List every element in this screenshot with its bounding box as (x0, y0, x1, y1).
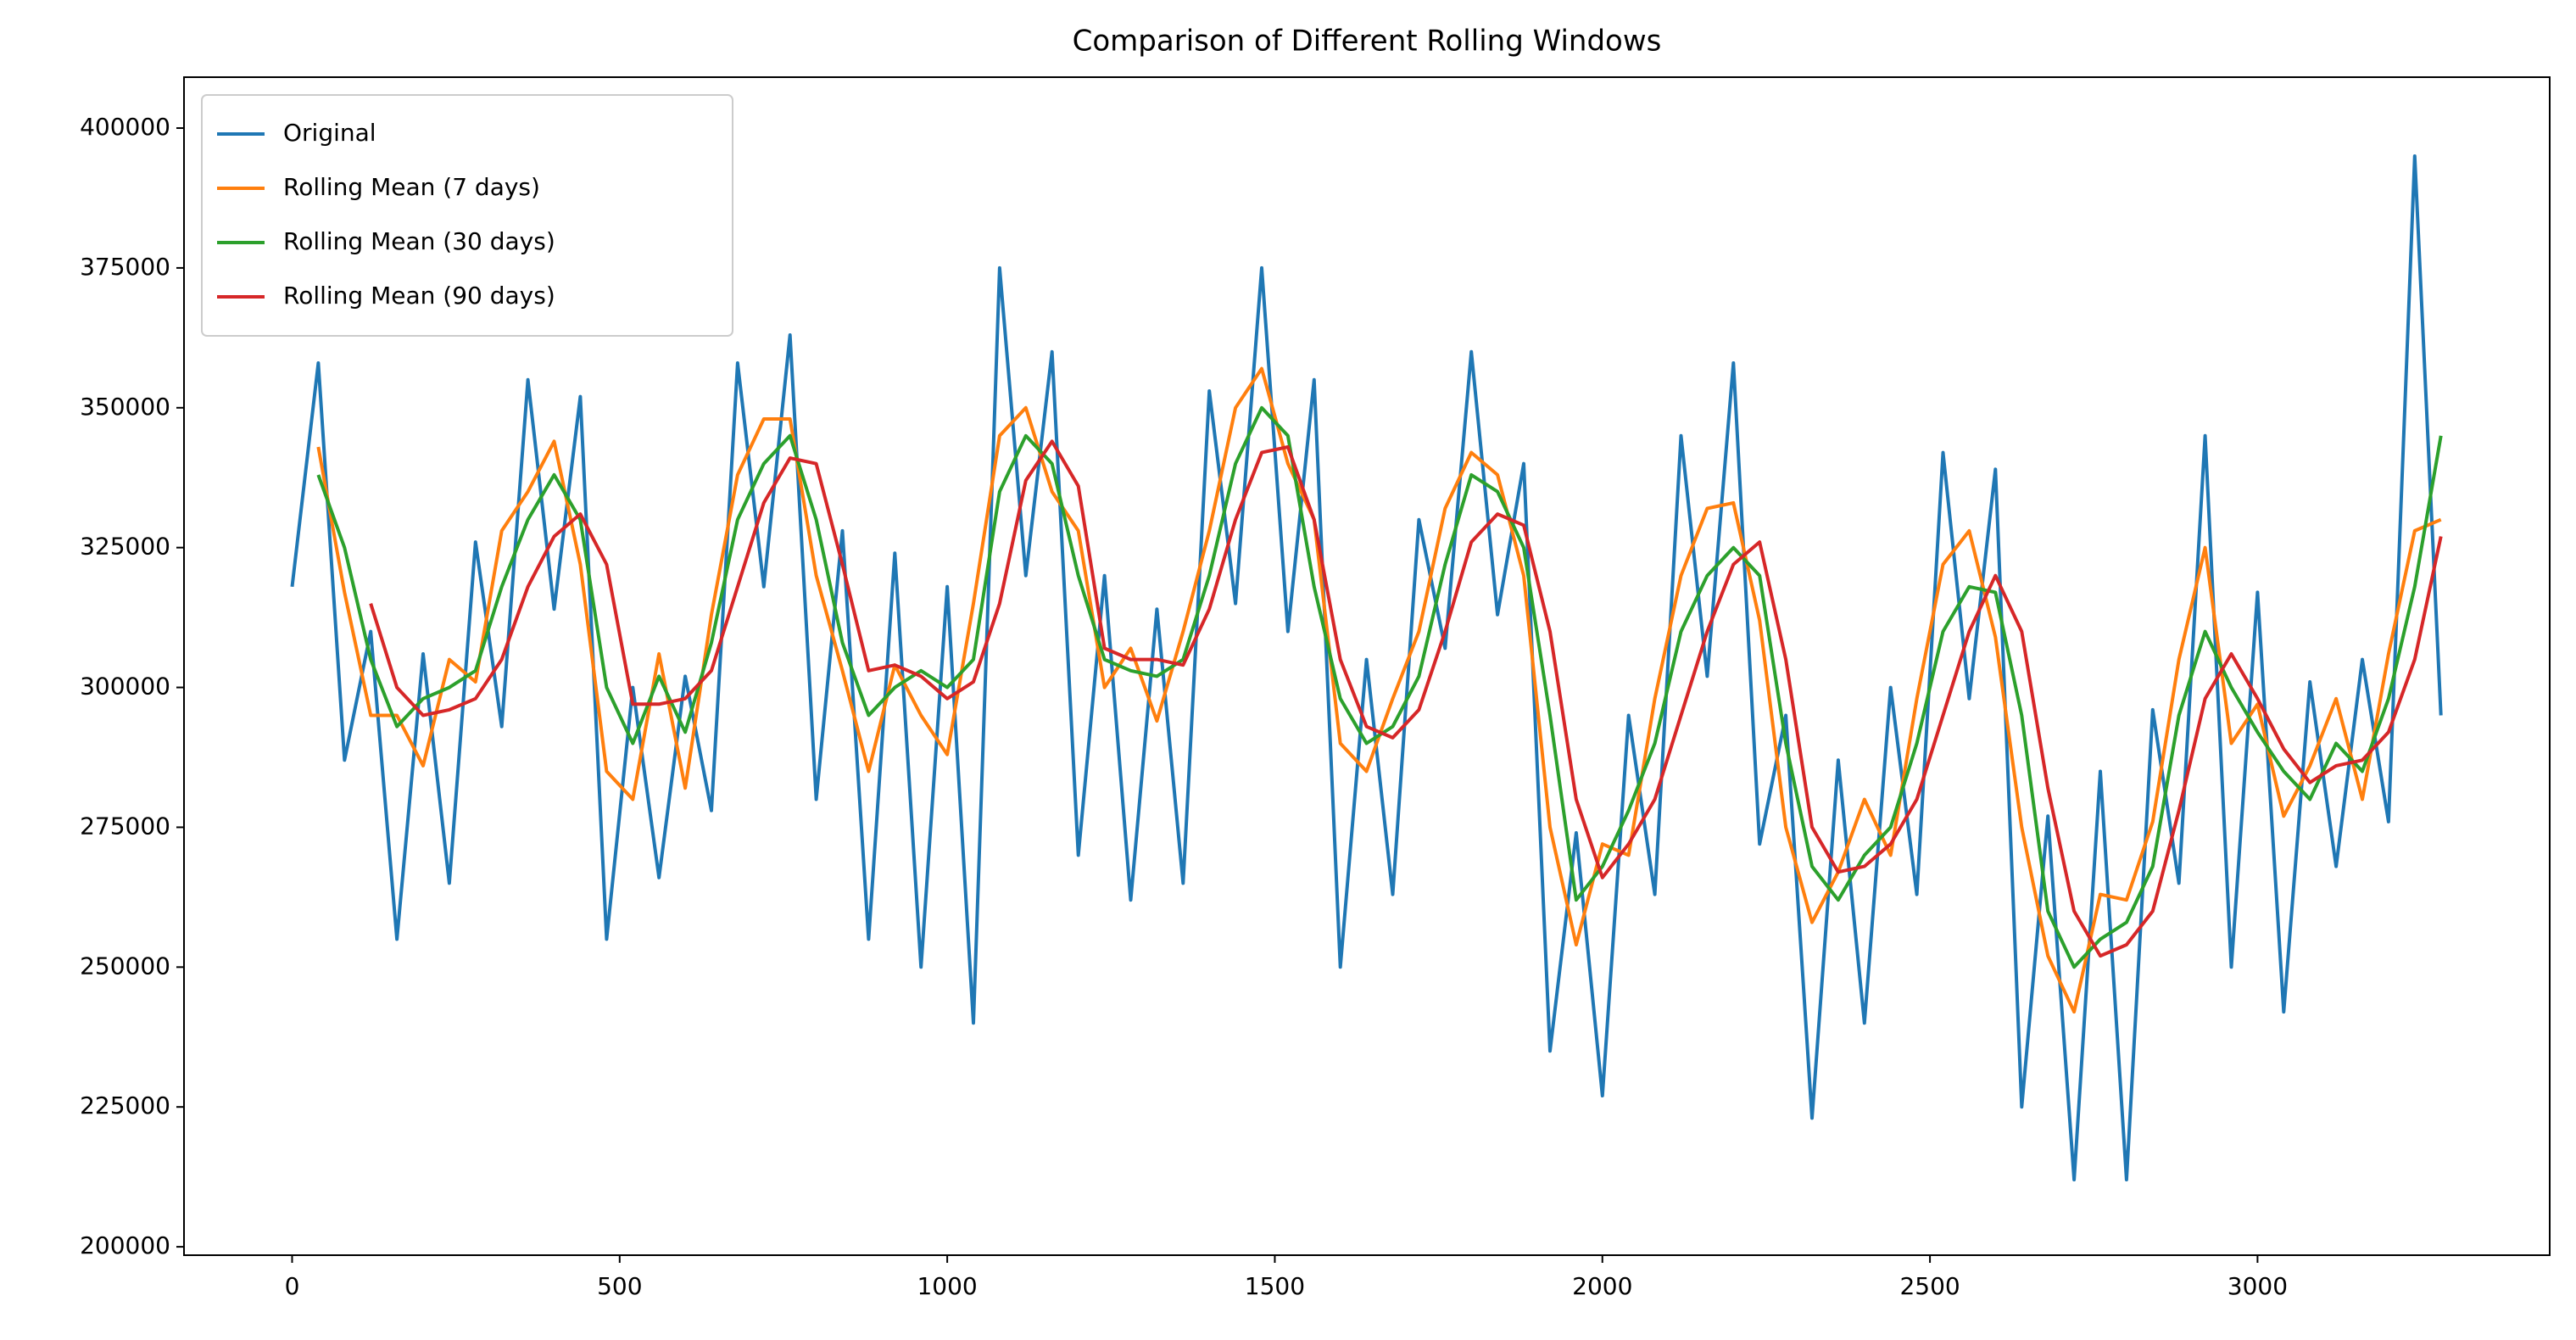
chart-title: Comparison of Different Rolling Windows (1073, 25, 1662, 59)
x-tick-label: 1500 (1245, 1272, 1305, 1300)
legend: Original Rolling Mean (7 days) Rolling Mea… (201, 94, 733, 337)
axes-frame (183, 76, 2551, 1256)
x-tick-label: 2000 (1572, 1272, 1632, 1300)
y-tick-label: 225000 (80, 1092, 170, 1119)
x-tick-label: 500 (597, 1272, 642, 1300)
y-tick-label: 375000 (80, 253, 170, 281)
y-tick-label: 300000 (80, 673, 170, 701)
y-tick-label: 400000 (80, 113, 170, 141)
legend-label: Rolling Mean (7 days) (283, 173, 540, 201)
y-tick-label: 350000 (80, 393, 170, 421)
series-line (290, 154, 2443, 1181)
x-tick-label: 3000 (2228, 1272, 2288, 1300)
series-line (369, 439, 2443, 958)
y-tick-label: 200000 (80, 1231, 170, 1259)
x-tick-label: 2500 (1899, 1272, 1960, 1300)
legend-label: Rolling Mean (90 days) (283, 282, 555, 310)
series-line (316, 405, 2443, 969)
y-tick-label: 250000 (80, 952, 170, 980)
x-tick-label: 0 (285, 1272, 300, 1300)
legend-label: Original (283, 119, 376, 147)
y-tick-label: 325000 (80, 533, 170, 561)
plot-area (290, 154, 2443, 1181)
legend-label: Rolling Mean (30 days) (283, 227, 555, 255)
x-tick-label: 1000 (917, 1272, 977, 1300)
y-tick-label: 275000 (80, 812, 170, 840)
legend-box (201, 94, 733, 337)
